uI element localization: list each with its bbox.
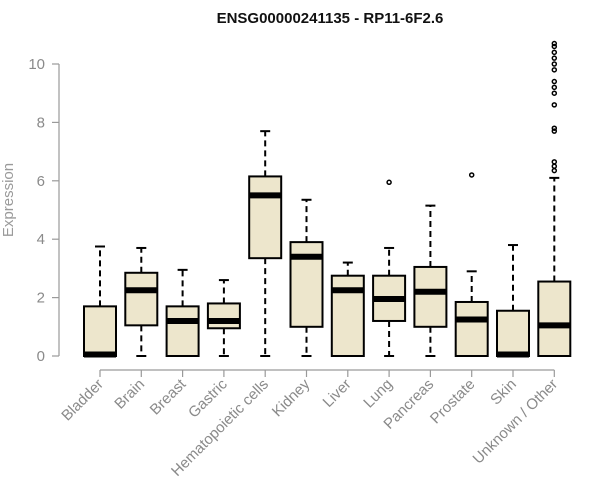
outlier-point [551, 84, 558, 91]
iqr-box [206, 302, 241, 330]
box-lung [372, 179, 407, 357]
box-skin [496, 244, 530, 358]
y-axis-label: Expression [0, 163, 17, 237]
box-gastric [206, 279, 241, 357]
outlier-point [551, 167, 558, 174]
iqr-box [496, 309, 530, 357]
box-bladder [83, 245, 117, 358]
outlier-point [551, 125, 558, 131]
outlier-point [551, 40, 558, 47]
iqr-box [413, 265, 448, 328]
outlier-point [468, 172, 475, 178]
outlier-point [551, 61, 558, 67]
iqr-box [124, 271, 159, 327]
outlier-point [551, 159, 558, 165]
box-prostate [454, 172, 489, 358]
outlier-point [551, 49, 558, 56]
box-kidney [289, 198, 324, 357]
y-tick-label: 2 [37, 290, 45, 307]
outlier-point [551, 78, 558, 85]
outlier-point [551, 67, 558, 73]
x-tick-label: Prostate [427, 376, 479, 428]
box-brain [124, 246, 159, 357]
plot-area [83, 40, 572, 358]
outlier-point [386, 179, 392, 186]
outlier-point [551, 163, 558, 169]
x-tick-label: Lung [360, 376, 396, 412]
x-tick-label: Liver [320, 376, 355, 411]
y-tick-label: 0 [37, 348, 45, 365]
box-breast [165, 268, 200, 357]
box-liver [330, 261, 365, 358]
box-unknown-other [537, 40, 572, 358]
iqr-box [454, 300, 489, 358]
outlier-point [551, 55, 558, 61]
y-tick-label: 10 [28, 56, 45, 73]
outlier-point [551, 128, 558, 134]
x-tick-label: Breast [147, 375, 190, 418]
outlier-point [551, 43, 558, 50]
y-tick-label: 6 [37, 173, 45, 190]
iqr-box [248, 175, 283, 260]
iqr-box [83, 305, 117, 357]
x-tick-label: Brain [111, 376, 148, 413]
iqr-box [165, 305, 200, 357]
box-hematopoietic-cells [248, 130, 283, 357]
y-tick-label: 8 [37, 114, 45, 131]
box-pancreas [413, 204, 448, 357]
chart-title: ENSG00000241135 - RP11-6F2.6 [217, 10, 444, 27]
x-tick-label: Skin [487, 376, 520, 409]
y-tick-label: 4 [37, 231, 45, 248]
outlier-point [551, 90, 558, 96]
iqr-box [537, 280, 572, 358]
x-tick-label: Kidney [269, 375, 314, 420]
outlier-point [551, 102, 558, 108]
x-tick-label: Bladder [58, 376, 107, 425]
y-axis: 0 2 4 6 8 10 [28, 56, 60, 365]
